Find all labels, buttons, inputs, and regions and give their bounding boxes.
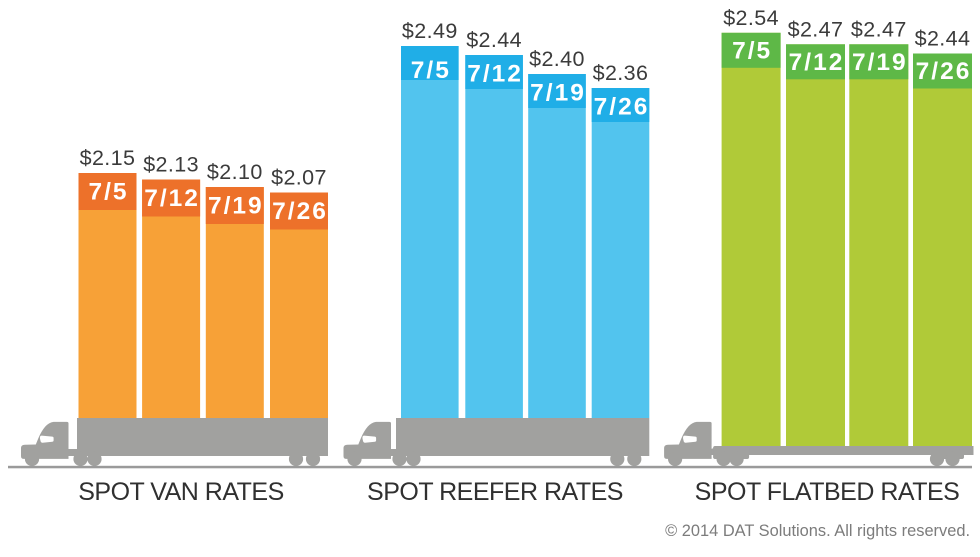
svg-text:$2.44: $2.44 <box>466 28 522 52</box>
svg-text:7/5: 7/5 <box>88 179 128 206</box>
svg-text:SPOT VAN RATES: SPOT VAN RATES <box>78 478 284 506</box>
svg-text:7/19: 7/19 <box>530 80 586 107</box>
svg-text:7/26: 7/26 <box>272 198 328 225</box>
svg-text:7/12: 7/12 <box>789 49 845 76</box>
svg-text:7/26: 7/26 <box>916 58 972 85</box>
svg-text:$2.49: $2.49 <box>402 19 458 43</box>
svg-text:$2.40: $2.40 <box>529 47 585 71</box>
svg-text:$2.47: $2.47 <box>788 17 844 41</box>
svg-text:7/19: 7/19 <box>852 49 908 76</box>
svg-text:$2.44: $2.44 <box>915 27 971 51</box>
svg-text:7/19: 7/19 <box>208 193 264 220</box>
svg-text:$2.07: $2.07 <box>271 166 327 190</box>
svg-text:7/26: 7/26 <box>594 94 650 121</box>
svg-text:$2.13: $2.13 <box>143 153 199 177</box>
svg-text:$2.54: $2.54 <box>723 6 779 30</box>
svg-text:© 2014 DAT Solutions. All righ: © 2014 DAT Solutions. All rights reserve… <box>665 522 970 540</box>
svg-text:$2.47: $2.47 <box>851 17 907 41</box>
svg-text:SPOT REEFER RATES: SPOT REEFER RATES <box>367 478 623 506</box>
svg-text:7/5: 7/5 <box>411 57 451 84</box>
svg-text:$2.36: $2.36 <box>593 61 649 85</box>
svg-text:7/12: 7/12 <box>144 185 200 212</box>
svg-text:7/12: 7/12 <box>467 61 523 88</box>
svg-text:$2.15: $2.15 <box>80 146 136 170</box>
svg-text:7/5: 7/5 <box>732 37 772 64</box>
svg-text:$2.10: $2.10 <box>207 160 263 184</box>
svg-text:SPOT FLATBED RATES: SPOT FLATBED RATES <box>695 478 960 506</box>
